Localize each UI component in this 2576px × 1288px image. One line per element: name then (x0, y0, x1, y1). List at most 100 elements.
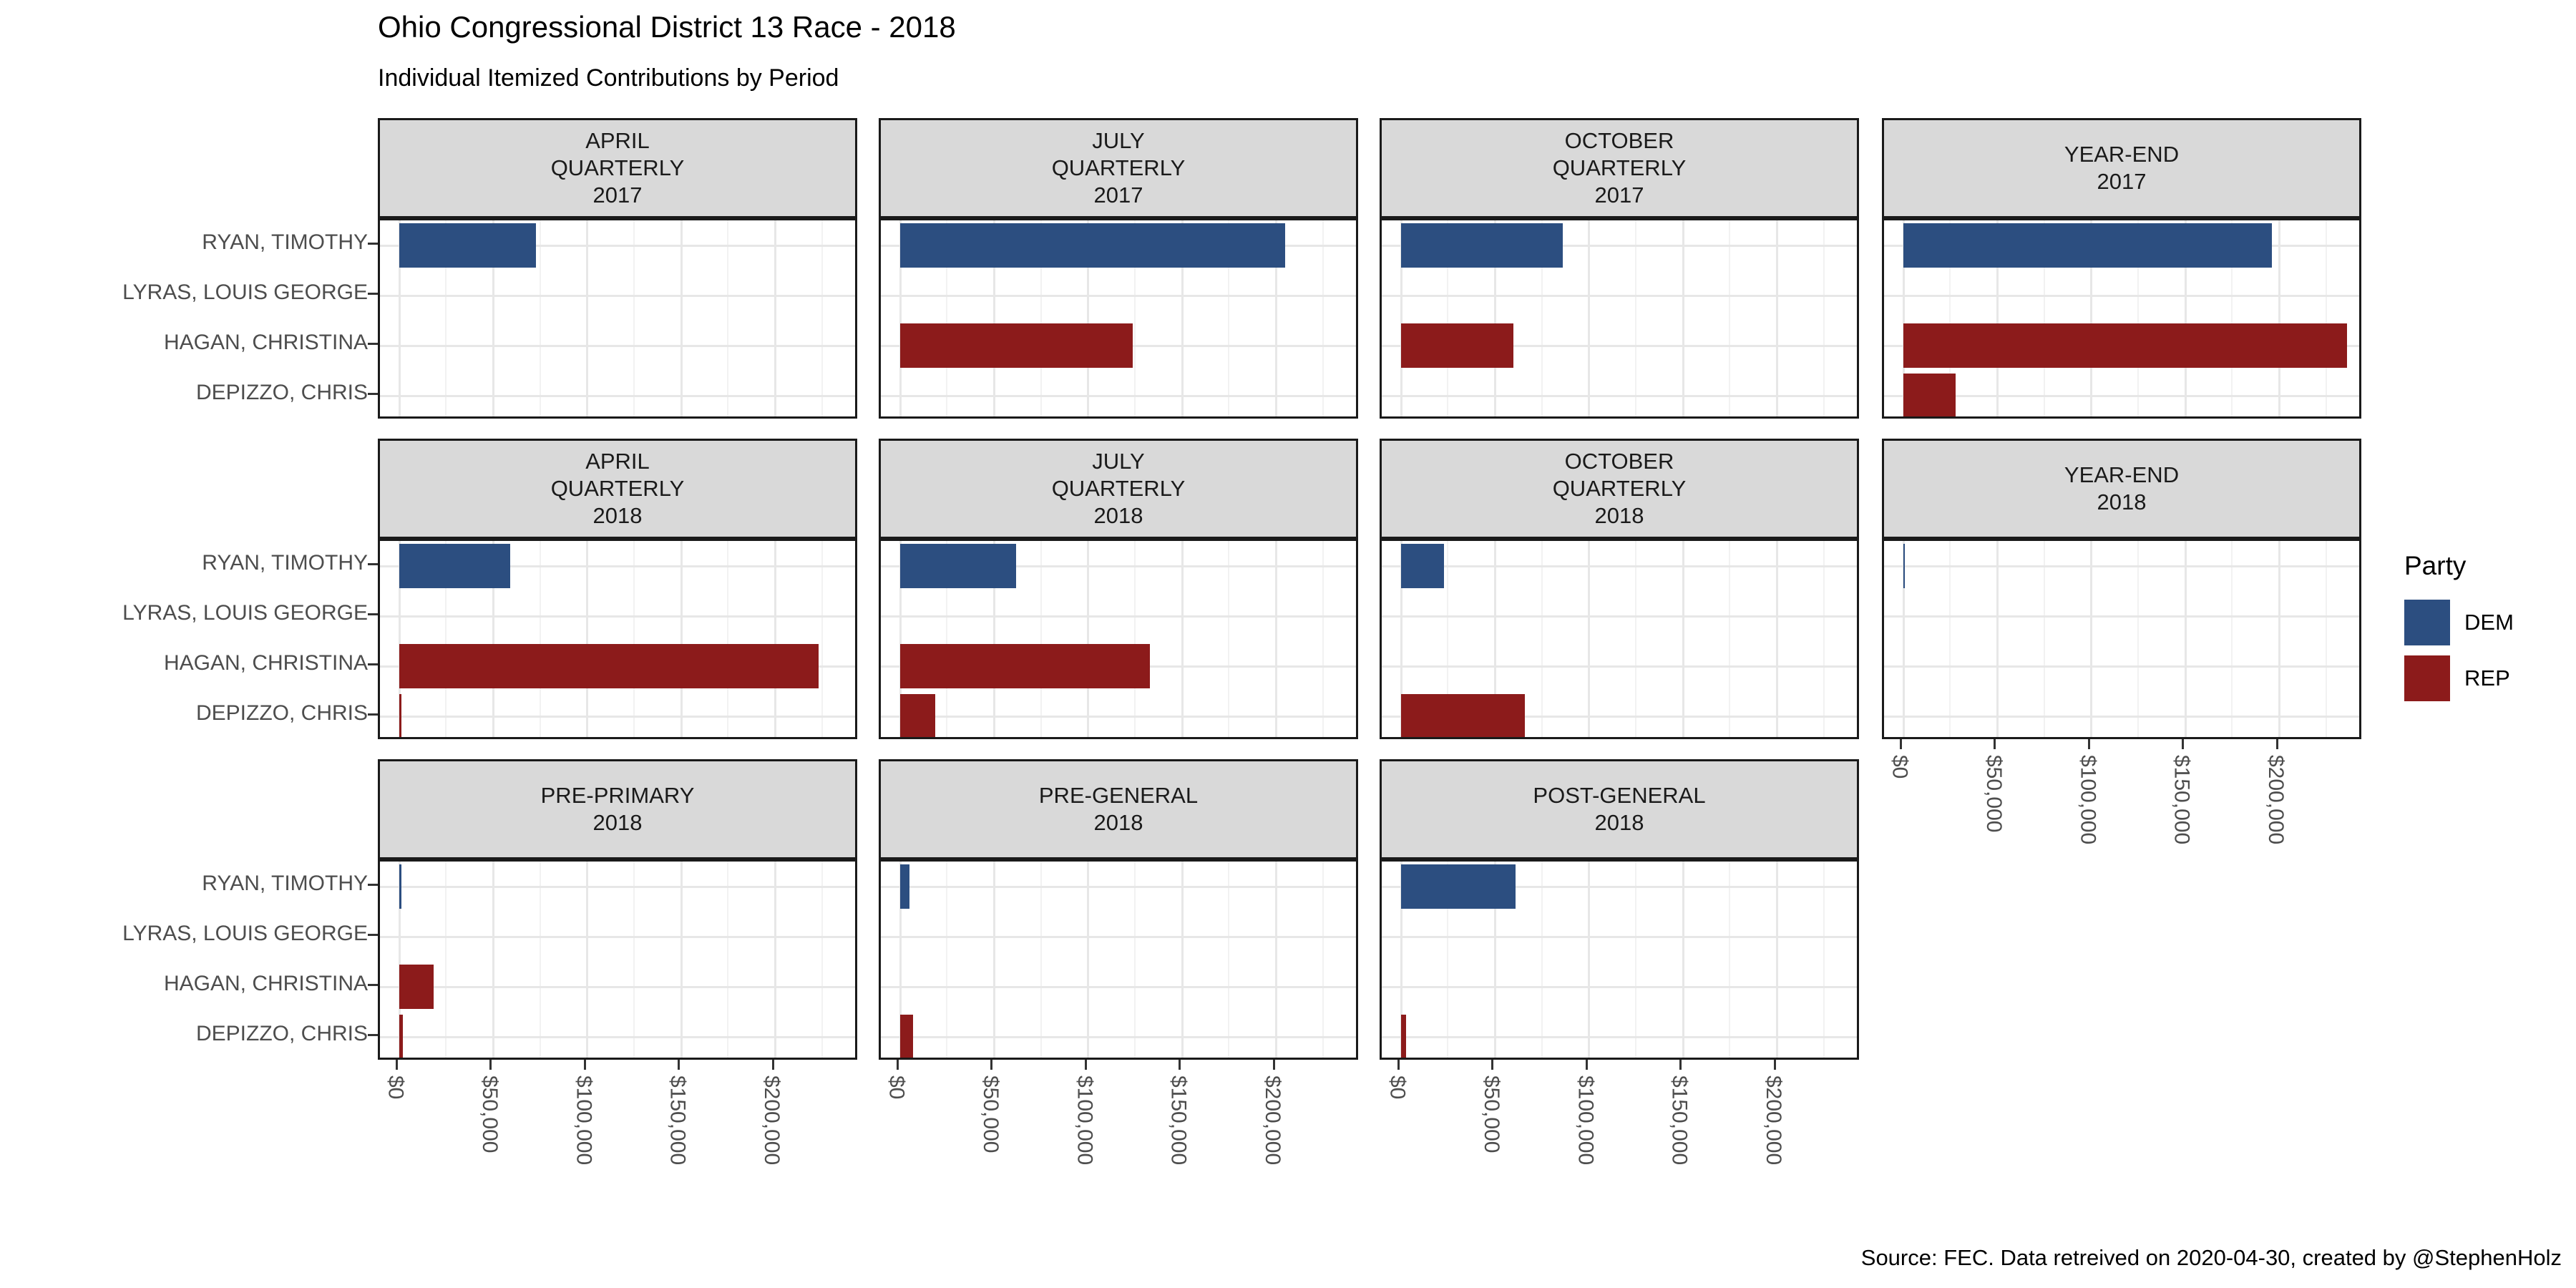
gridline-minor-v (633, 541, 635, 737)
gridline-minor-v (1729, 220, 1731, 416)
facet-strip-label-line: QUARTERLY (1051, 155, 1186, 180)
gridline-major-h (1382, 885, 1857, 888)
gridline-major-v (2090, 541, 2093, 737)
y-axis-candidate-label: DEPIZZO, CHRIS (195, 381, 368, 404)
x-axis-tick-mark (771, 1060, 774, 1070)
x-axis-tick-label: $0 (384, 1075, 408, 1100)
facet-strip-label-line: 2018 (592, 503, 643, 528)
y-axis-candidate-label: RYAN, TIMOTHY (202, 872, 368, 895)
gridline-minor-v (2325, 220, 2327, 416)
y-axis-candidate-label: HAGAN, CHRISTINA (163, 331, 368, 354)
gridline-minor-v (633, 220, 635, 416)
y-axis-tick-mark (368, 883, 378, 886)
gridline-major-v (1682, 862, 1684, 1058)
gridline-major-v (1776, 220, 1779, 416)
gridline-minor-v (946, 862, 948, 1058)
gridline-major-v (1996, 541, 1999, 737)
gridline-minor-v (633, 862, 635, 1058)
gridline-minor-v (821, 862, 823, 1058)
gridline-major-h (1884, 715, 2359, 718)
facet-strip: APRIL QUARTERLY 2017 (378, 118, 857, 218)
contribution-bar (399, 1015, 403, 1058)
gridline-major-v (899, 541, 902, 737)
source-caption: Source: FEC. Data retreived on 2020-04-3… (1860, 1245, 2562, 1270)
contribution-bar (899, 544, 1017, 588)
gridline-major-h (881, 985, 1356, 988)
gridline-minor-v (1729, 862, 1731, 1058)
gridline-major-h (1382, 394, 1857, 397)
contribution-bar (899, 864, 909, 909)
contribution-bar (899, 323, 1133, 368)
legend-swatch-rep (2404, 655, 2450, 701)
gridline-major-v (1400, 862, 1402, 1058)
contribution-bar (899, 694, 936, 737)
facet-strip-label-line: YEAR-END (2064, 142, 2180, 167)
gridline-major-h (1382, 715, 1857, 718)
gridline-minor-v (1447, 862, 1449, 1058)
y-axis-tick-mark (368, 983, 378, 986)
x-axis-tick-label: $50,000 (978, 1075, 1002, 1153)
gridline-minor-v (2231, 541, 2233, 737)
y-axis-tick-mark (368, 392, 378, 395)
facet-strip: OCTOBER QUARTERLY 2017 (1380, 118, 1859, 218)
facet-strip-label-line: APRIL (585, 128, 650, 153)
gridline-major-h (1382, 294, 1857, 297)
gridline-major-h (1382, 344, 1857, 347)
gridline-minor-v (539, 862, 541, 1058)
facet-strip-label-line: 2018 (1093, 503, 1143, 528)
gridline-major-v (398, 220, 401, 416)
facet-strip-label-line: QUARTERLY (1051, 476, 1186, 501)
facet-panel (1380, 539, 1859, 739)
gridline-major-v (774, 862, 777, 1058)
x-axis-tick-mark (1679, 1060, 1682, 1070)
y-axis-candidate-label: RYAN, TIMOTHY (202, 551, 368, 575)
page-title: Ohio Congressional District 13 Race - 20… (378, 10, 956, 44)
x-axis-tick-label: $200,000 (760, 1075, 784, 1166)
gridline-minor-v (2043, 220, 2045, 416)
facet-strip: OCTOBER QUARTERLY 2018 (1380, 439, 1859, 539)
gridline-minor-v (2325, 541, 2327, 737)
legend-swatch-dem (2404, 600, 2450, 645)
x-axis-tick-label: $200,000 (1762, 1075, 1786, 1166)
facet-panel (378, 859, 857, 1060)
y-axis-candidate-label: LYRAS, LOUIS GEORGE (122, 280, 368, 304)
gridline-major-h (380, 244, 855, 247)
contribution-bar (1400, 864, 1516, 909)
y-axis-tick-mark (368, 933, 378, 936)
gridline-major-h (380, 885, 855, 888)
facet-panel (378, 218, 857, 419)
gridline-minor-v (1040, 862, 1042, 1058)
y-axis-candidate-label: DEPIZZO, CHRIS (195, 701, 368, 725)
gridline-major-v (774, 541, 777, 737)
contribution-bar (399, 864, 401, 909)
x-axis-tick-mark (1397, 1060, 1400, 1070)
gridline-minor-v (821, 541, 823, 737)
gridline-major-v (1400, 220, 1402, 416)
gridline-minor-v (946, 541, 948, 737)
gridline-minor-v (539, 220, 541, 416)
y-axis-candidate-label: RYAN, TIMOTHY (202, 230, 368, 254)
facet-panel (1380, 218, 1859, 419)
facet-strip-label-line: JULY (1092, 449, 1145, 474)
gridline-major-v (992, 862, 995, 1058)
gridline-major-v (774, 220, 777, 416)
contribution-bar (1400, 323, 1514, 368)
facet-panel (879, 218, 1358, 419)
facet-panel (1380, 859, 1859, 1060)
contribution-bar (399, 223, 537, 268)
x-axis-tick-label: $150,000 (665, 1075, 690, 1166)
gridline-minor-v (2043, 541, 2045, 737)
facet-strip-label-line: POST-GENERAL (1533, 783, 1706, 808)
y-axis-candidate-label: LYRAS, LOUIS GEORGE (122, 922, 368, 945)
x-axis-tick-label: $150,000 (2170, 755, 2194, 845)
y-axis-tick-mark (368, 292, 378, 295)
gridline-minor-v (1040, 220, 1042, 416)
gridline-major-v (2184, 220, 2187, 416)
gridline-major-h (1382, 935, 1857, 938)
gridline-major-v (1902, 220, 1905, 416)
contribution-bar (1903, 374, 1956, 416)
contribution-bar (399, 644, 819, 688)
y-axis-candidate-label: DEPIZZO, CHRIS (195, 1022, 368, 1045)
gridline-major-h (1382, 1035, 1857, 1038)
facet-strip-label-line: PRE-PRIMARY (540, 783, 695, 808)
